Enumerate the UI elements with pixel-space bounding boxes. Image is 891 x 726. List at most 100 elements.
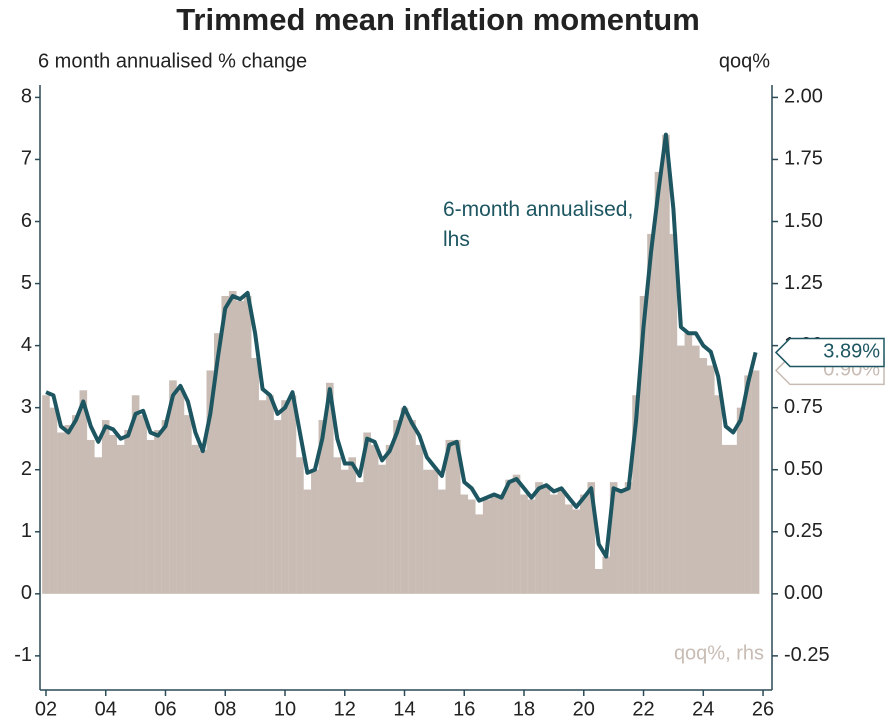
- y-tick-label: 8: [21, 86, 32, 108]
- bar: [49, 407, 58, 594]
- bar: [452, 439, 461, 594]
- bar: [497, 494, 506, 594]
- chart-title: Trimmed mean inflation momentum: [176, 2, 700, 37]
- bar: [475, 514, 483, 594]
- bar: [535, 482, 543, 594]
- bar: [139, 415, 147, 594]
- bar: [101, 420, 110, 594]
- x-tick-label: 14: [393, 698, 415, 720]
- bar: [169, 380, 177, 594]
- bar: [699, 358, 708, 594]
- bar: [542, 484, 551, 594]
- bar: [482, 499, 491, 594]
- bar: [64, 425, 73, 594]
- bar: [400, 407, 409, 594]
- bar: [42, 395, 50, 594]
- bar: [438, 489, 446, 594]
- bar: [288, 395, 297, 594]
- bar: [221, 295, 230, 594]
- y-tick-label: 7: [21, 148, 32, 170]
- bar: [639, 295, 648, 594]
- y2-tick-label: 0.00: [784, 582, 823, 604]
- bar: [154, 430, 162, 594]
- y-tick-label: 1: [21, 520, 32, 542]
- bar: [572, 509, 581, 594]
- bar: [191, 444, 200, 594]
- y-axis-title: 6 month annualised % change: [38, 50, 307, 72]
- bar: [258, 400, 267, 594]
- bar: [176, 390, 185, 594]
- bar: [714, 395, 723, 594]
- bar: [430, 469, 439, 594]
- bar: [146, 439, 155, 594]
- bar: [161, 420, 170, 594]
- bar: [251, 358, 259, 594]
- bar: [109, 434, 117, 594]
- bar: [602, 556, 610, 594]
- bar: [617, 489, 625, 594]
- bar-legend: qoq%, rhs: [674, 642, 764, 664]
- y-tick-label: 6: [21, 210, 32, 232]
- bar: [363, 432, 371, 594]
- x-tick-label: 02: [35, 698, 57, 720]
- bar: [333, 457, 342, 594]
- bar: [490, 494, 498, 594]
- bar: [213, 333, 222, 594]
- bar: [415, 444, 424, 594]
- bar: [721, 444, 730, 594]
- bar: [736, 407, 745, 594]
- x-tick-label: 06: [154, 698, 176, 720]
- bar: [744, 375, 752, 594]
- bar: [632, 395, 640, 594]
- bar: [318, 420, 327, 594]
- bar: [131, 395, 140, 594]
- bar: [348, 457, 357, 594]
- x-tick-label: 12: [334, 698, 356, 720]
- x-tick-label: 24: [692, 698, 714, 720]
- bar: [609, 482, 618, 594]
- bar: [393, 420, 401, 594]
- bar: [557, 489, 566, 594]
- end-callout-label: 3.89%: [823, 341, 880, 363]
- y2-tick-label: 1.25: [784, 272, 823, 294]
- bar: [355, 482, 364, 594]
- bar: [303, 489, 312, 594]
- bar: [184, 415, 192, 594]
- bar: [199, 449, 207, 594]
- bar: [266, 395, 274, 594]
- bar: [624, 482, 633, 594]
- bar: [385, 444, 394, 594]
- y-tick-label: 2: [21, 458, 32, 480]
- bar: [236, 300, 244, 594]
- bar: [116, 444, 125, 594]
- x-tick-label: 20: [573, 698, 595, 720]
- y2-tick-label: 1.50: [784, 210, 823, 232]
- bar: [579, 494, 588, 594]
- y2-axis-title: qoq%: [719, 50, 770, 72]
- y2-tick-label: 0.50: [784, 458, 823, 480]
- y-tick-label: 0: [21, 582, 32, 604]
- bar: [378, 464, 386, 594]
- bar: [594, 569, 603, 594]
- x-tick-label: 26: [752, 698, 774, 720]
- bar: [311, 469, 319, 594]
- bar: [729, 444, 737, 594]
- bar: [79, 390, 88, 594]
- bar: [228, 291, 237, 594]
- bar: [527, 499, 536, 594]
- bar: [124, 430, 132, 594]
- bar: [692, 345, 700, 594]
- bar: [565, 504, 573, 594]
- x-tick-label: 18: [513, 698, 535, 720]
- bar: [370, 444, 379, 594]
- bar: [520, 494, 528, 594]
- bar: [550, 494, 558, 594]
- bar: [654, 171, 663, 594]
- bar: [445, 439, 454, 594]
- bar: [706, 365, 715, 594]
- bar: [340, 469, 349, 594]
- bar: [408, 420, 416, 594]
- line: [45, 132, 758, 559]
